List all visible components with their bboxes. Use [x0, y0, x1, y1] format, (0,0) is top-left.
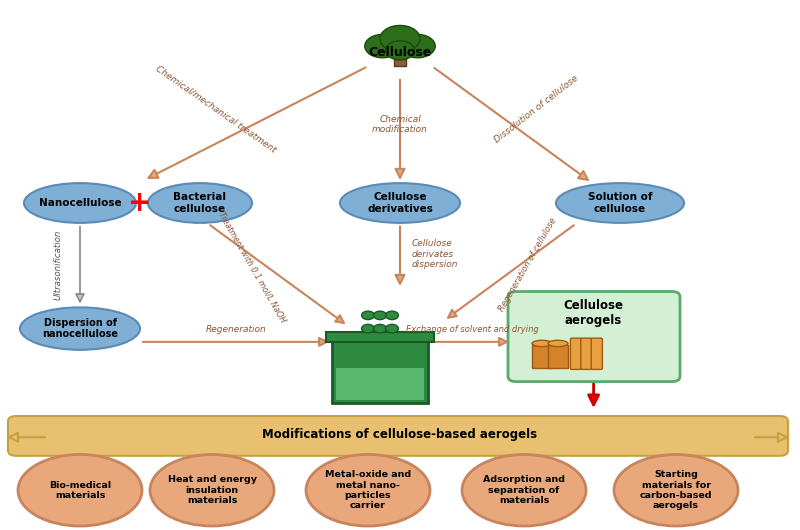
Text: Starting
materials for
carbon-based
aerogels: Starting materials for carbon-based aero…: [640, 470, 712, 510]
FancyBboxPatch shape: [508, 292, 680, 382]
Text: Bio-medical
materials: Bio-medical materials: [49, 481, 111, 500]
Ellipse shape: [20, 307, 140, 350]
Text: Treatment with 0.1 mol/L NaOH: Treatment with 0.1 mol/L NaOH: [217, 211, 287, 324]
Text: Chemical
modification: Chemical modification: [372, 115, 428, 134]
Text: Chemical/mechanical treatment: Chemical/mechanical treatment: [154, 64, 278, 154]
Ellipse shape: [18, 454, 142, 526]
Circle shape: [386, 311, 398, 320]
Text: Regeneration of cellulose: Regeneration of cellulose: [498, 217, 558, 313]
Circle shape: [374, 311, 386, 320]
FancyBboxPatch shape: [394, 53, 406, 66]
Circle shape: [374, 324, 386, 333]
Ellipse shape: [306, 454, 430, 526]
Text: Cellulose: Cellulose: [368, 47, 432, 59]
Text: Cellulose
derivates
dispersion: Cellulose derivates dispersion: [412, 240, 458, 269]
FancyBboxPatch shape: [548, 344, 568, 368]
Ellipse shape: [614, 454, 738, 526]
Circle shape: [400, 34, 435, 58]
Text: Heat and energy
insulation
materials: Heat and energy insulation materials: [167, 475, 257, 505]
FancyBboxPatch shape: [332, 339, 428, 403]
Circle shape: [386, 324, 398, 333]
FancyBboxPatch shape: [591, 338, 602, 369]
FancyBboxPatch shape: [532, 344, 552, 368]
Circle shape: [365, 34, 400, 58]
Circle shape: [362, 311, 374, 320]
FancyBboxPatch shape: [581, 338, 592, 369]
Text: Bacterial
cellulose: Bacterial cellulose: [174, 192, 226, 214]
FancyBboxPatch shape: [336, 368, 424, 400]
Text: Dispersion of
nanocellulose: Dispersion of nanocellulose: [42, 318, 118, 339]
FancyBboxPatch shape: [570, 338, 582, 369]
Ellipse shape: [340, 183, 460, 223]
Text: Exchange of solvent and drying: Exchange of solvent and drying: [406, 325, 538, 334]
Ellipse shape: [532, 340, 552, 347]
Text: Cellulose
derivatives: Cellulose derivatives: [367, 192, 433, 214]
FancyBboxPatch shape: [326, 332, 434, 342]
Text: Metal-oxide and
metal nano-
particles
carrier: Metal-oxide and metal nano- particles ca…: [325, 470, 411, 510]
Ellipse shape: [24, 183, 136, 223]
Text: Regeneration: Regeneration: [206, 325, 266, 334]
Ellipse shape: [556, 183, 684, 223]
Text: Solution of
cellulose: Solution of cellulose: [588, 192, 652, 214]
Circle shape: [362, 324, 374, 333]
Text: Cellulose
aerogels: Cellulose aerogels: [563, 299, 624, 326]
Text: Dissolution of cellulose: Dissolution of cellulose: [492, 73, 580, 144]
Ellipse shape: [150, 454, 274, 526]
Ellipse shape: [148, 183, 252, 223]
Circle shape: [380, 25, 420, 52]
Circle shape: [386, 41, 414, 60]
Text: Adsorption and
separation of
materials: Adsorption and separation of materials: [483, 475, 565, 505]
Text: Ultrasonification: Ultrasonification: [53, 230, 62, 300]
Text: +: +: [128, 189, 152, 217]
FancyBboxPatch shape: [8, 416, 788, 456]
Text: Nanocellulose: Nanocellulose: [38, 198, 122, 208]
Text: Modifications of cellulose-based aerogels: Modifications of cellulose-based aerogel…: [262, 428, 538, 441]
Ellipse shape: [548, 340, 568, 347]
Ellipse shape: [462, 454, 586, 526]
